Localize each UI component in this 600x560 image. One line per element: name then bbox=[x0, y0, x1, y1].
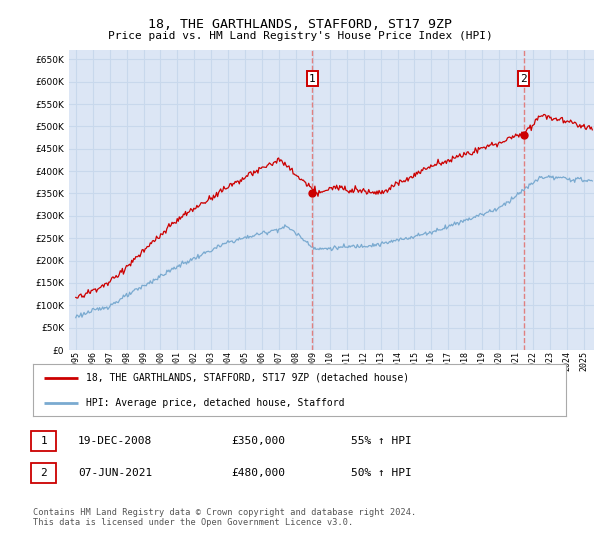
Text: 07-JUN-2021: 07-JUN-2021 bbox=[78, 468, 152, 478]
Text: 18, THE GARTHLANDS, STAFFORD, ST17 9ZP: 18, THE GARTHLANDS, STAFFORD, ST17 9ZP bbox=[148, 18, 452, 31]
Text: Price paid vs. HM Land Registry's House Price Index (HPI): Price paid vs. HM Land Registry's House … bbox=[107, 31, 493, 41]
Text: 55% ↑ HPI: 55% ↑ HPI bbox=[351, 436, 412, 446]
Text: 1: 1 bbox=[309, 74, 316, 84]
Text: £480,000: £480,000 bbox=[231, 468, 285, 478]
Text: 1: 1 bbox=[40, 436, 47, 446]
Text: 2: 2 bbox=[520, 74, 527, 84]
Text: 18, THE GARTHLANDS, STAFFORD, ST17 9ZP (detached house): 18, THE GARTHLANDS, STAFFORD, ST17 9ZP (… bbox=[86, 373, 409, 383]
Text: 19-DEC-2008: 19-DEC-2008 bbox=[78, 436, 152, 446]
Text: HPI: Average price, detached house, Stafford: HPI: Average price, detached house, Staf… bbox=[86, 398, 345, 408]
Text: 2: 2 bbox=[40, 468, 47, 478]
Text: 50% ↑ HPI: 50% ↑ HPI bbox=[351, 468, 412, 478]
Text: Contains HM Land Registry data © Crown copyright and database right 2024.
This d: Contains HM Land Registry data © Crown c… bbox=[33, 508, 416, 528]
Text: £350,000: £350,000 bbox=[231, 436, 285, 446]
